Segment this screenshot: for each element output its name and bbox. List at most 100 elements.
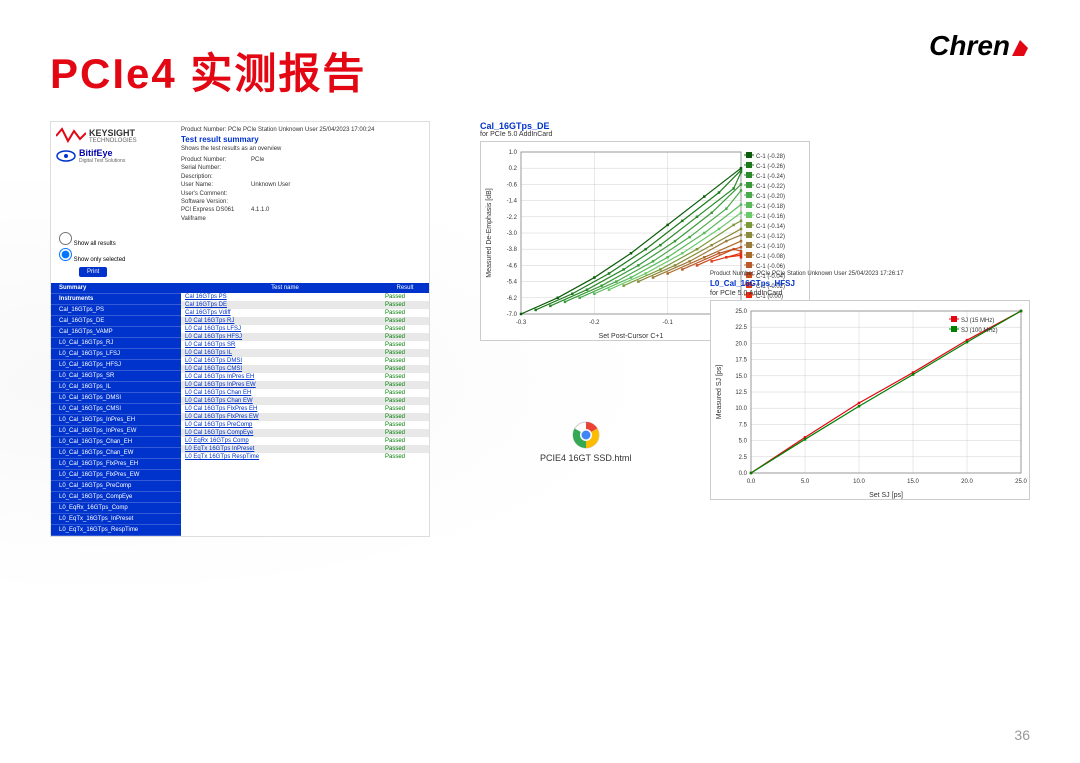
result-table: Test nameResult Cal 16GTps PSPassedCal 1… xyxy=(181,283,429,536)
nav-item[interactable]: L0_Cal_16GTps_DMSI xyxy=(51,393,181,404)
test-link[interactable]: L0 Cal 16GTps FlxPres EW xyxy=(185,414,385,420)
test-link[interactable]: L0 Cal 16GTps RJ xyxy=(185,318,385,324)
nav-item[interactable]: Cal_16GTps_PS xyxy=(51,305,181,316)
svg-text:-1.4: -1.4 xyxy=(507,199,518,205)
svg-text:C-1 (-0.14): C-1 (-0.14) xyxy=(756,224,785,230)
table-row: L0 Cal 16GTps LFSJPassed xyxy=(181,325,429,333)
svg-text:1.0: 1.0 xyxy=(509,150,518,156)
nav-item[interactable]: L0_EqTx_16GTps_InPreset xyxy=(51,514,181,525)
test-link[interactable]: L0 Cal 16GTps FlxPres EH xyxy=(185,406,385,412)
svg-text:25.0: 25.0 xyxy=(1015,479,1027,485)
nav-item[interactable]: L0_Cal_16GTps_InPres_EW xyxy=(51,426,181,437)
test-link[interactable]: L0 EqRx 16GTps Comp xyxy=(185,438,385,444)
svg-text:15.0: 15.0 xyxy=(907,479,919,485)
table-row: L0 Cal 16GTps PreCompPassed xyxy=(181,421,429,429)
svg-text:-4.6: -4.6 xyxy=(507,263,518,269)
nav-item[interactable]: L0_Cal_16GTps_PreComp xyxy=(51,481,181,492)
chrome-icon xyxy=(572,421,600,449)
svg-text:0.2: 0.2 xyxy=(509,166,518,172)
nav-item[interactable]: Cal_16GTps_DE xyxy=(51,316,181,327)
svg-text:7.5: 7.5 xyxy=(739,422,748,428)
nav-item[interactable]: Summary xyxy=(51,283,181,294)
test-link[interactable]: L0 EqTx 16GTps RespTime xyxy=(185,454,385,460)
svg-text:10.0: 10.0 xyxy=(735,406,747,412)
test-link[interactable]: L0 Cal 16GTps SR xyxy=(185,342,385,348)
nav-list: SummaryInstrumentsCal_16GTps_PSCal_16GTp… xyxy=(51,283,181,536)
table-row: L0 Cal 16GTps ILPassed xyxy=(181,349,429,357)
svg-text:-7.0: -7.0 xyxy=(507,312,518,318)
table-row: L0 Cal 16GTps FlxPres EHPassed xyxy=(181,405,429,413)
svg-text:-5.4: -5.4 xyxy=(507,280,518,286)
svg-text:Set Post-Cursor C+1: Set Post-Cursor C+1 xyxy=(599,333,664,340)
test-link[interactable]: L0 Cal 16GTps Chan EH xyxy=(185,390,385,396)
test-link[interactable]: Cal 16GTps PS xyxy=(185,294,385,300)
svg-text:-6.2: -6.2 xyxy=(507,296,518,302)
table-row: L0 EqTx 16GTps RespTimePassed xyxy=(181,453,429,461)
svg-text:22.5: 22.5 xyxy=(735,325,747,331)
test-link[interactable]: L0 Cal 16GTps PreComp xyxy=(185,422,385,428)
nav-item[interactable]: L0_Cal_16GTps_FlxPres_EW xyxy=(51,470,181,481)
test-link[interactable]: Cal 16GTps Vdiff xyxy=(185,310,385,316)
table-row: L0 Cal 16GTps DMSIPassed xyxy=(181,357,429,365)
test-link[interactable]: L0 Cal 16GTps CompEye xyxy=(185,430,385,436)
svg-text:17.5: 17.5 xyxy=(735,358,747,364)
test-link[interactable]: L0 Cal 16GTps InPres EW xyxy=(185,382,385,388)
nav-item[interactable]: L0_Cal_16GTps_FlxPres_EH xyxy=(51,459,181,470)
test-link[interactable]: L0 Cal 16GTps HFSJ xyxy=(185,334,385,340)
svg-text:-3.8: -3.8 xyxy=(507,247,518,253)
svg-text:5.0: 5.0 xyxy=(739,439,748,445)
svg-text:0.0: 0.0 xyxy=(739,471,748,477)
table-row: Cal 16GTps DEPassed xyxy=(181,301,429,309)
svg-text:Measured De-Emphasis [dB]: Measured De-Emphasis [dB] xyxy=(486,188,493,278)
svg-text:20.0: 20.0 xyxy=(961,479,973,485)
nav-item[interactable]: L0_Cal_16GTps_IL xyxy=(51,382,181,393)
test-link[interactable]: L0 EqTx 16GTps InPreset xyxy=(185,446,385,452)
test-link[interactable]: L0 Cal 16GTps IL xyxy=(185,350,385,356)
svg-text:-2.2: -2.2 xyxy=(507,215,518,221)
summary-subtitle: Shows the test results as an overview xyxy=(181,146,424,152)
svg-text:Measured SJ [ps]: Measured SJ [ps] xyxy=(716,365,723,420)
svg-text:15.0: 15.0 xyxy=(735,374,747,380)
table-row: L0 Cal 16GTps Chan EWPassed xyxy=(181,397,429,405)
nav-item[interactable]: Cal_16GTps_VAMP xyxy=(51,327,181,338)
test-link[interactable]: L0 Cal 16GTps InPres EH xyxy=(185,374,385,380)
test-link[interactable]: L0 Cal 16GTps Chan EW xyxy=(185,398,385,404)
svg-text:12.5: 12.5 xyxy=(735,390,747,396)
table-row: Cal 16GTps VdiffPassed xyxy=(181,309,429,317)
nav-item[interactable]: L0_Cal_16GTps_HFSJ xyxy=(51,360,181,371)
table-row: L0 Cal 16GTps SRPassed xyxy=(181,341,429,349)
nav-item[interactable]: L0_EqRx_16GTps_Comp xyxy=(51,503,181,514)
test-link[interactable]: Cal 16GTps DE xyxy=(185,302,385,308)
svg-text:SJ (100 MHz): SJ (100 MHz) xyxy=(961,328,998,334)
svg-text:-0.6: -0.6 xyxy=(507,182,518,188)
nav-item[interactable]: L0_Cal_16GTps_SR xyxy=(51,371,181,382)
print-button[interactable]: Print xyxy=(79,267,107,277)
nav-item[interactable]: L0_Cal_16GTps_Chan_EW xyxy=(51,448,181,459)
table-row: L0 Cal 16GTps InPres EHPassed xyxy=(181,373,429,381)
svg-text:C-1 (-0.26): C-1 (-0.26) xyxy=(756,164,785,170)
chrome-file-icon[interactable]: PCIE4 16GT SSD.html xyxy=(540,421,631,463)
chart-hfsj: Product Number: PCIe PCIe Station Unknow… xyxy=(710,271,1030,505)
svg-text:10.0: 10.0 xyxy=(853,479,865,485)
filter-all[interactable]: Show all results xyxy=(59,232,421,247)
table-row: L0 Cal 16GTps HFSJPassed xyxy=(181,333,429,341)
table-row: L0 EqTx 16GTps InPresetPassed xyxy=(181,445,429,453)
bitifeye-logo: BitifEyeDigital Test Solutions xyxy=(56,148,176,164)
test-link[interactable]: L0 Cal 16GTps LFSJ xyxy=(185,326,385,332)
summary-title: Test result summary xyxy=(181,135,424,144)
test-link[interactable]: L0 Cal 16GTps CMSI xyxy=(185,366,385,372)
product-line: Product Number: PCIe PCIe Station Unknow… xyxy=(181,127,424,133)
table-row: L0 EqRx 16GTps CompPassed xyxy=(181,437,429,445)
nav-item[interactable]: L0_Cal_16GTps_LFSJ xyxy=(51,349,181,360)
svg-text:C-1 (-0.06): C-1 (-0.06) xyxy=(756,264,785,270)
svg-text:C-1 (-0.08): C-1 (-0.08) xyxy=(756,254,785,260)
filter-selected[interactable]: Show only selected xyxy=(59,248,421,263)
nav-item[interactable]: L0_Cal_16GTps_CMSI xyxy=(51,404,181,415)
nav-item[interactable]: L0_Cal_16GTps_CompEye xyxy=(51,492,181,503)
nav-item[interactable]: L0_Cal_16GTps_Chan_EH xyxy=(51,437,181,448)
nav-item[interactable]: L0_Cal_16GTps_InPres_EH xyxy=(51,415,181,426)
test-link[interactable]: L0 Cal 16GTps DMSI xyxy=(185,358,385,364)
nav-item[interactable]: L0_Cal_16GTps_RJ xyxy=(51,338,181,349)
nav-item[interactable]: L0_EqTx_16GTps_RespTime xyxy=(51,525,181,536)
nav-item[interactable]: Instruments xyxy=(51,294,181,305)
